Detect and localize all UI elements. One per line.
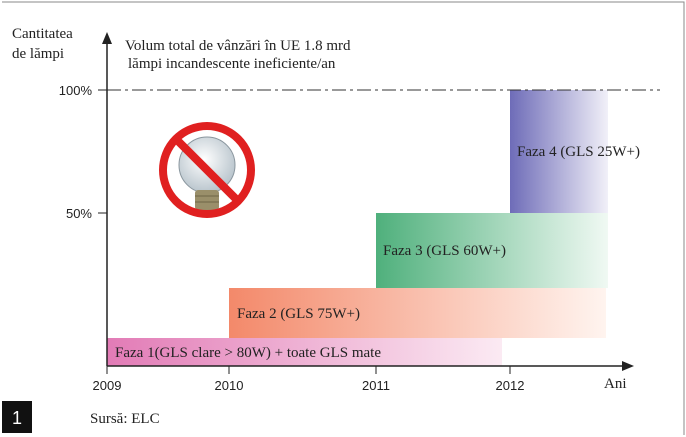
x-tick-label: 2011 xyxy=(362,378,390,393)
x-arrow xyxy=(622,361,634,371)
y-tick-label: 50% xyxy=(66,206,92,221)
phase-label: Faza 2 (GLS 75W+) xyxy=(237,306,360,322)
phase-label: Faza 3 (GLS 60W+) xyxy=(383,243,506,259)
page-number: 1 xyxy=(12,408,22,428)
phase-label: Faza 4 (GLS 25W+) xyxy=(517,144,640,160)
x-tick-label: 2012 xyxy=(496,378,525,393)
headline: lămpi incandescente ineficiente/an xyxy=(128,56,336,72)
headline: Volum total de vânzări în UE 1.8 mrd xyxy=(125,38,351,54)
y-arrow xyxy=(102,32,112,44)
diagram: Cantitatea de lămpi 100% 50% 2009 2010 2… xyxy=(0,0,686,437)
source: Sursă: ELC xyxy=(90,411,160,427)
x-tick-label: 2010 xyxy=(215,378,244,393)
y-label: de lămpi xyxy=(12,46,64,62)
y-label: Cantitatea xyxy=(12,26,73,42)
x-label: Ani xyxy=(604,376,627,392)
phase-label: Faza 1(GLS clare > 80W) + toate GLS mate xyxy=(115,345,381,361)
y-tick-label: 100% xyxy=(59,83,93,98)
x-tick-label: 2009 xyxy=(93,378,122,393)
no-bulb-icon xyxy=(163,126,251,214)
